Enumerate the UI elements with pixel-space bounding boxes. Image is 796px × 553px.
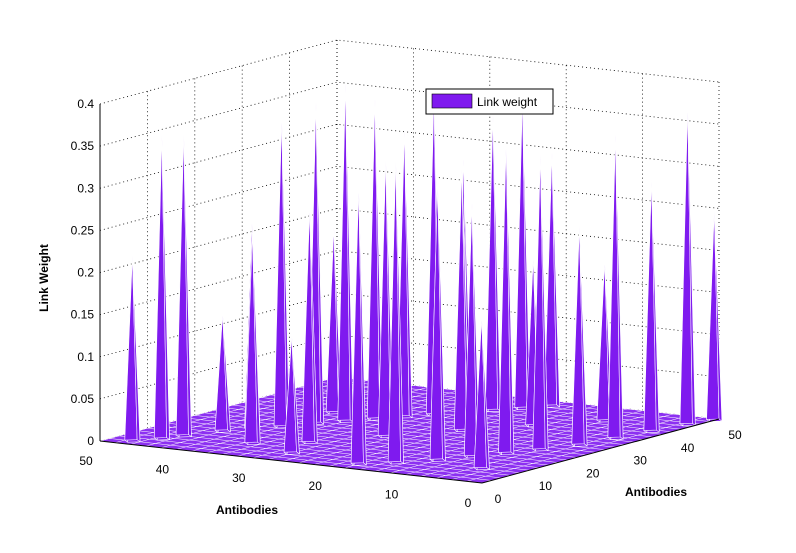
surface-peak	[687, 104, 696, 426]
x-tick-label: 20	[309, 479, 323, 493]
z-tick-label: 0.05	[71, 392, 95, 406]
x-tick-label: 10	[385, 488, 399, 502]
surface-peak	[481, 316, 490, 471]
surface-peak	[132, 255, 141, 443]
surface-layer	[99, 84, 723, 484]
z-tick-label: 0.1	[77, 350, 94, 364]
surface-peak	[183, 132, 192, 438]
z-gridline	[99, 123, 720, 189]
axis-layer	[99, 104, 720, 484]
surface-mesh-line	[109, 438, 492, 481]
z-tick-label: 0.15	[71, 308, 95, 322]
z-gridline	[99, 39, 720, 105]
x-axis-line	[99, 440, 483, 484]
x-tick-label: 40	[156, 462, 170, 476]
x-tick-label: 50	[79, 454, 93, 468]
z-tick-label: 0.25	[71, 223, 95, 237]
surface-peak	[315, 103, 324, 425]
x-axis-label: Antibodies	[216, 503, 278, 517]
surface-peak	[404, 130, 413, 419]
surface-peak	[540, 154, 549, 452]
surface-mesh-line	[128, 433, 511, 476]
surface-mesh-line	[147, 427, 530, 471]
x-tick-label: 30	[232, 471, 246, 485]
legend-label: Link weight	[477, 95, 538, 109]
z-gridline	[99, 81, 720, 147]
legend: Link weight	[425, 88, 554, 115]
z-gridline	[99, 208, 720, 273]
surface-peak	[309, 206, 318, 444]
surface-peak	[714, 209, 723, 422]
surface-peak	[291, 335, 300, 455]
z-tick-label: 0.3	[77, 181, 94, 195]
z-tick-label: 0.35	[71, 139, 95, 153]
surface-peak	[345, 84, 354, 423]
y-tick-label: 50	[728, 428, 742, 442]
surface-mesh-line	[466, 417, 704, 482]
y-tick-label: 20	[586, 466, 600, 480]
surface-peak	[505, 141, 515, 455]
surface-peak	[551, 153, 560, 408]
z-gridline	[99, 250, 720, 315]
surface-peak	[492, 115, 501, 412]
surface-peak	[579, 225, 588, 447]
surface-mesh-line	[118, 435, 501, 479]
y-tick-label: 10	[539, 479, 553, 493]
surface-peak	[615, 134, 624, 440]
surface-peak	[358, 185, 367, 466]
surface-peak	[395, 159, 404, 465]
y-axis-line	[481, 418, 720, 484]
surface-peak	[222, 313, 231, 433]
surface-peak	[651, 178, 660, 433]
z-axis-label: Link Weight	[37, 244, 51, 312]
y-tick-label: 0	[495, 492, 502, 506]
surface-peak	[161, 135, 170, 441]
tick-layer: 0 0.05 0.1 0.15 0.2 0.25 0.3 0.35 0.4 0 10 20 30 40 50…	[71, 97, 742, 510]
z-tick-label: 0.4	[77, 97, 94, 111]
surface-peak	[437, 182, 446, 462]
y-axis-label: Antibodies	[625, 485, 687, 499]
surface-peak	[252, 232, 261, 445]
z-tick-label: 0.2	[77, 266, 94, 280]
y-tick-label: 30	[634, 454, 648, 468]
legend-swatch	[431, 93, 473, 109]
surface-mesh-line	[137, 430, 520, 474]
z-tick-label: 0	[87, 434, 94, 448]
x-tick-label: 0	[465, 496, 472, 510]
y-tick-label: 40	[681, 441, 695, 455]
surface-mesh-line	[175, 420, 558, 463]
z-gridline	[99, 165, 720, 231]
